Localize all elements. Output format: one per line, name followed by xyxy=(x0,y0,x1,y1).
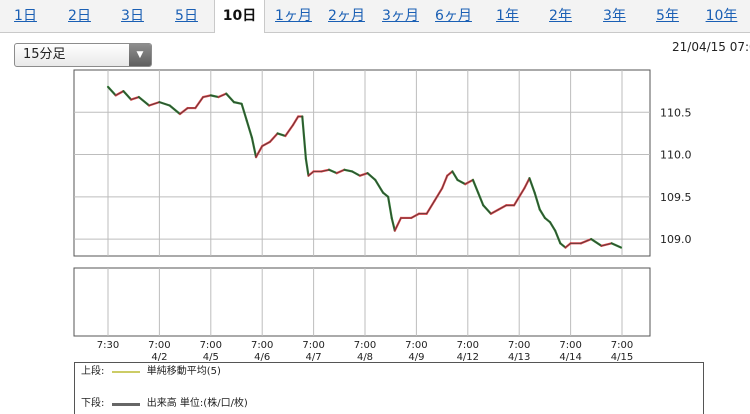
period-tab-bar: 1日 2日 3日 5日 10日 1ヶ月 2ヶ月 3ヶ月 6ヶ月 1年 2年 3年 5年 10年 xyxy=(0,0,750,33)
y-tick-label: 109.5 xyxy=(660,191,692,204)
x-tick-date: 4/6 xyxy=(254,352,270,363)
x-tick-time: 7:00 xyxy=(508,340,530,351)
tab-14[interactable]: 10年 xyxy=(705,8,738,24)
candle-period-select[interactable]: 15分足 ▼ xyxy=(14,43,152,67)
y-tick-label: 110.0 xyxy=(660,149,692,162)
tab-1[interactable]: 1日 xyxy=(14,8,37,24)
volume-swatch xyxy=(111,402,140,406)
tab-5[interactable]: 10日 xyxy=(214,0,265,33)
x-tick-time: 7:00 xyxy=(405,340,427,351)
last-update-timestamp: 21/04/15 07:0 xyxy=(672,40,750,54)
tab-6[interactable]: 1ヶ月 xyxy=(275,8,312,24)
x-tick-date: 4/12 xyxy=(457,352,479,363)
y-tick-label: 109.0 xyxy=(660,233,692,246)
x-tick-time: 7:30 xyxy=(97,340,119,351)
x-tick-time: 7:00 xyxy=(559,340,581,351)
tab-11[interactable]: 2年 xyxy=(549,8,572,24)
chart-legend: 上段: 単純移動平均(5) 下段: 出来高 単位:(株/口/枚) xyxy=(74,362,704,414)
legend-upper-text: 単純移動平均(5) xyxy=(146,366,221,377)
legend-lower-text: 出来高 単位:(株/口/枚) xyxy=(146,398,248,409)
price-series-line xyxy=(107,86,622,249)
tab-2[interactable]: 2日 xyxy=(68,8,91,24)
x-tick-time: 7:00 xyxy=(148,340,170,351)
legend-upper-label: 上段: xyxy=(81,366,105,377)
tab-13[interactable]: 5年 xyxy=(656,8,679,24)
tab-3[interactable]: 3日 xyxy=(121,8,144,24)
legend-upper-row: 上段: 単純移動平均(5) xyxy=(81,365,221,379)
dropdown-arrow-icon[interactable]: ▼ xyxy=(129,44,151,66)
x-tick-date: 4/5 xyxy=(203,352,219,363)
tab-8[interactable]: 3ヶ月 xyxy=(382,8,419,24)
tab-10[interactable]: 1年 xyxy=(496,8,519,24)
x-tick-date: 4/9 xyxy=(408,352,424,363)
x-tick-date: 4/13 xyxy=(508,352,530,363)
x-tick-date: 4/8 xyxy=(357,352,373,363)
volume-panel-frame xyxy=(73,267,651,337)
x-tick-date: 4/14 xyxy=(559,352,581,363)
x-tick-time: 7:00 xyxy=(354,340,376,351)
tab-12[interactable]: 3年 xyxy=(603,8,626,24)
x-tick-date: 4/7 xyxy=(306,352,322,363)
legend-lower-row: 下段: 出来高 単位:(株/口/枚) xyxy=(81,397,248,411)
price-panel-frame xyxy=(73,69,651,257)
legend-lower-label: 下段: xyxy=(81,398,105,409)
x-tick-time: 7:00 xyxy=(251,340,273,351)
tab-4[interactable]: 5日 xyxy=(175,8,198,24)
x-tick-date: 4/15 xyxy=(611,352,633,363)
x-tick-time: 7:00 xyxy=(302,340,324,351)
candle-period-value: 15分足 xyxy=(23,47,66,62)
tab-7[interactable]: 2ヶ月 xyxy=(328,8,365,24)
x-tick-date: 4/2 xyxy=(151,352,167,363)
x-tick-time: 7:00 xyxy=(457,340,479,351)
x-tick-time: 7:00 xyxy=(200,340,222,351)
x-tick-time: 7:00 xyxy=(611,340,633,351)
tab-9[interactable]: 6ヶ月 xyxy=(435,8,472,24)
moving-average-swatch xyxy=(111,371,140,373)
y-tick-label: 110.5 xyxy=(660,106,692,119)
